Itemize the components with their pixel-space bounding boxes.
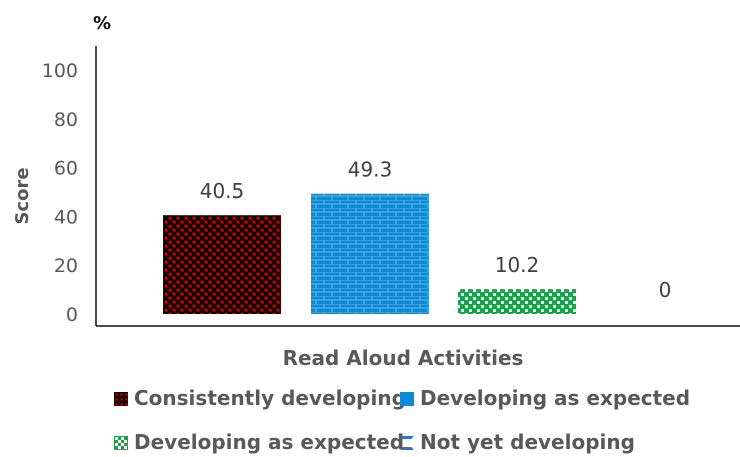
legend-label: Developing as expected (420, 386, 691, 410)
bar-2 (311, 193, 429, 314)
legend-item-developing-as-expected: Developing as expected (400, 386, 690, 410)
y-tick-label: 80 (54, 109, 78, 131)
y-tick-label: 60 (54, 158, 78, 180)
y-tick-label: 20 (54, 255, 78, 277)
legend-label: Not yet developing (420, 430, 635, 454)
data-label: 10.2 (495, 253, 540, 277)
legend-item-not-yet-developing: Not yet developing (400, 430, 635, 454)
data-label: 0 (659, 278, 672, 302)
y-tick-label: 100 (42, 60, 78, 82)
unit-label: % (93, 13, 111, 34)
legend-item-consistently-developing: Consistently developing (114, 386, 406, 410)
bar-1 (163, 215, 281, 314)
y-axis-title: Score (12, 167, 33, 224)
legend-swatch-checker (114, 436, 128, 450)
legend-swatch-dots (114, 392, 128, 406)
data-label: 40.5 (200, 179, 245, 203)
legend-label: Consistently developing (134, 386, 406, 410)
y-tick-label: 40 (54, 206, 78, 228)
data-label: 49.3 (348, 158, 393, 182)
y-tick-label: 0 (66, 304, 78, 326)
legend-swatch-hourglass (400, 436, 414, 450)
bar-3 (458, 289, 576, 314)
x-axis-title: Read Aloud Activities (283, 346, 524, 370)
legend-swatch-brick (400, 392, 414, 406)
legend-label: Developing as expected (134, 430, 405, 454)
legend-item-developing-as-expected-green: Developing as expected (114, 430, 404, 454)
